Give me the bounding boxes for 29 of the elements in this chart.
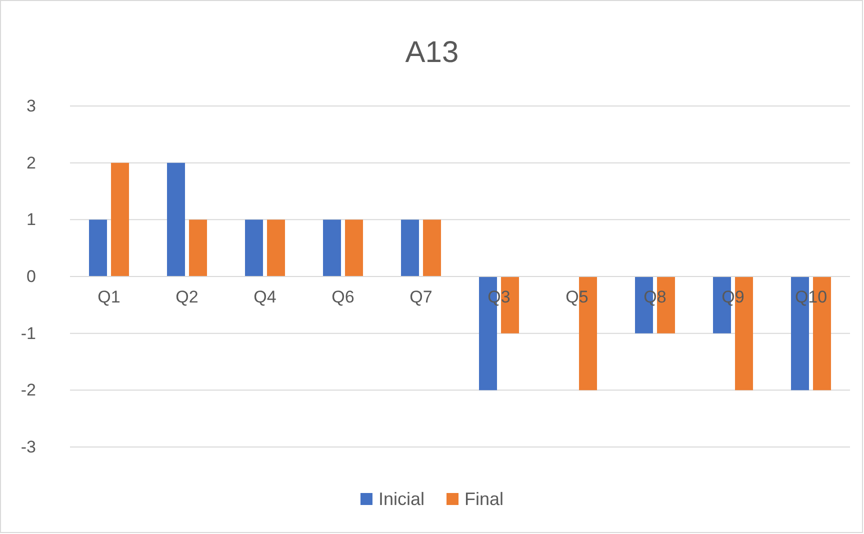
bar	[401, 220, 419, 276]
legend-label: Final	[464, 489, 504, 509]
x-tick-label: Q1	[98, 288, 120, 307]
bar	[167, 162, 185, 276]
bar	[345, 220, 363, 276]
bar	[423, 220, 441, 276]
x-tick-label: Q7	[410, 288, 432, 307]
bar	[267, 220, 285, 276]
x-tick-label: Q10	[794, 288, 828, 307]
legend-label: Inicial	[378, 489, 425, 509]
x-tick-label: Q4	[254, 288, 276, 307]
y-tick-label: -1	[20, 324, 36, 343]
x-tick-label: Q9	[722, 288, 744, 307]
bar	[323, 220, 341, 276]
x-tick-label: Q6	[332, 288, 354, 307]
y-tick-label: -2	[20, 380, 36, 400]
bar	[111, 162, 129, 276]
x-tick-label: Q3	[488, 288, 510, 307]
chart-title: A13	[405, 36, 459, 69]
bar	[245, 220, 263, 276]
x-tick-label: Q8	[644, 288, 666, 307]
y-tick-label: 2	[26, 153, 36, 172]
y-tick-label: 0	[26, 266, 36, 286]
x-tick-label: Q2	[176, 288, 198, 307]
y-tick-label: 3	[26, 96, 36, 116]
bar	[189, 220, 207, 276]
bar	[89, 220, 107, 276]
y-tick-label: 1	[26, 210, 36, 230]
y-tick-label: -3	[20, 437, 36, 456]
